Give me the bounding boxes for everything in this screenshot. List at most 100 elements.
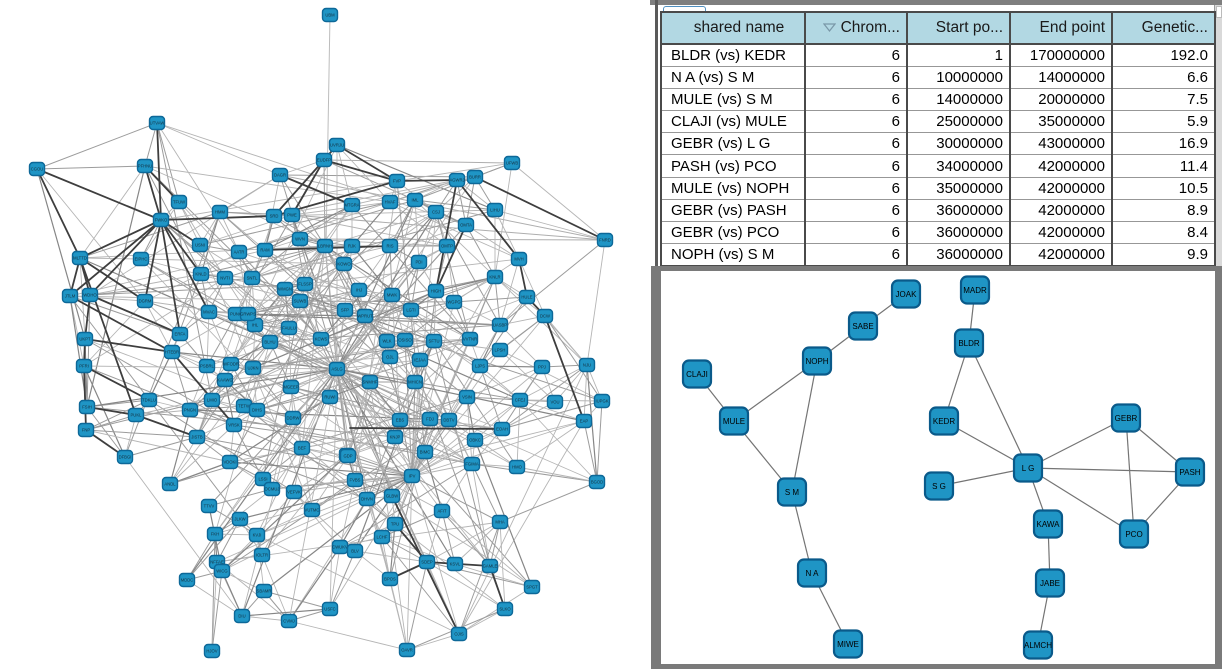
svg-text:OMTA: OMTA: [460, 223, 472, 228]
svg-text:KSVL: KSVL: [450, 562, 461, 567]
svg-text:FVBS: FVBS: [350, 478, 361, 483]
svg-text:BLDR: BLDR: [958, 339, 980, 348]
svg-text:LIHU: LIHU: [490, 208, 500, 213]
svg-text:JLKW: JLKW: [234, 517, 245, 522]
svg-text:OCMUJ: OCMUJ: [265, 487, 280, 492]
svg-text:FWKO: FWKO: [155, 218, 168, 223]
svg-text:PDI: PDI: [416, 260, 423, 265]
svg-text:SFTU: SFTU: [429, 339, 440, 344]
svg-text:MHA: MHA: [495, 520, 505, 525]
svg-text:MWK: MWK: [387, 293, 397, 298]
svg-text:IUPGK: IUPGK: [595, 399, 608, 404]
svg-text:PUNC: PUNC: [230, 312, 242, 317]
svg-text:TDKLU: TDKLU: [142, 398, 156, 403]
svg-text:LGTI: LGTI: [406, 308, 415, 313]
svg-text:SPGT: SPGT: [526, 585, 538, 590]
svg-text:WMGN: WMGN: [278, 287, 292, 292]
svg-text:SBAMR: SBAMR: [257, 589, 272, 594]
svg-text:MULE: MULE: [723, 417, 745, 426]
svg-text:TTVV: TTVV: [204, 504, 215, 509]
svg-text:OAVR: OAVR: [401, 648, 413, 653]
svg-text:BEF: BEF: [298, 446, 307, 451]
svg-text:IML: IML: [412, 198, 420, 203]
svg-text:SUWB: SUWB: [294, 299, 307, 304]
svg-text:CWUKV: CWUKV: [332, 545, 348, 550]
svg-text:IOLTR: IOLTR: [256, 553, 268, 558]
svg-text:PUKL: PUKL: [131, 413, 143, 418]
svg-text:LJPS: LJPS: [475, 364, 485, 369]
svg-text:BPOS: BPOS: [384, 577, 396, 582]
svg-text:ERFA: ERFA: [175, 332, 186, 337]
svg-text:HVAF: HVAF: [385, 200, 396, 205]
svg-text:VOU: VOU: [550, 400, 559, 405]
svg-text:LBRNH: LBRNH: [318, 244, 332, 249]
svg-text:UFWB: UFWB: [506, 161, 519, 166]
svg-text:CSJ: CSJ: [432, 210, 440, 215]
svg-text:MDDC: MDDC: [181, 578, 194, 583]
svg-text:IHL: IHL: [252, 323, 259, 328]
svg-text:OJL: OJL: [386, 355, 394, 360]
svg-text:GDP: GDP: [343, 454, 352, 459]
svg-text:KCWS: KCWS: [315, 337, 328, 342]
svg-text:EOAH: EOAH: [496, 427, 508, 432]
svg-text:VVTNR: VVTNR: [463, 337, 477, 342]
svg-text:PWE: PWE: [287, 213, 297, 218]
svg-text:RJK: RJK: [348, 244, 356, 249]
svg-text:CGOU: CGOU: [31, 167, 44, 172]
svg-text:DAGR: DAGR: [274, 173, 286, 178]
svg-text:PASH: PASH: [1179, 468, 1200, 477]
svg-text:BIMC: BIMC: [420, 450, 430, 455]
svg-text:CVMJ: CVMJ: [283, 619, 294, 624]
svg-text:JOAK: JOAK: [896, 290, 918, 299]
svg-text:UJKN: UJKN: [248, 366, 259, 371]
svg-text:SABE: SABE: [852, 322, 873, 331]
svg-text:USNI: USNI: [195, 243, 205, 248]
svg-text:LPSH: LPSH: [495, 348, 506, 353]
svg-text:DIU: DIU: [238, 614, 245, 619]
svg-text:MHICN: MHICN: [408, 380, 422, 385]
svg-text:UBM: UBM: [325, 13, 335, 18]
svg-text:SFP: SFP: [341, 308, 349, 313]
svg-text:GEBR: GEBR: [1115, 414, 1138, 423]
svg-text:BLHU: BLHU: [264, 340, 275, 345]
svg-text:MVH: MVH: [514, 257, 523, 262]
svg-text:MTGRA: MTGRA: [344, 203, 359, 208]
svg-text:UVRJU: UVRJU: [330, 143, 344, 148]
svg-text:DGRM: DGRM: [139, 299, 152, 304]
svg-text:HMM: HMM: [215, 210, 226, 215]
svg-text:WPRUT: WPRUT: [357, 314, 373, 319]
svg-text:TETW: TETW: [238, 404, 250, 409]
svg-text:ALMCH: ALMCH: [1024, 641, 1052, 650]
svg-text:HJOV: HJOV: [206, 649, 217, 654]
svg-text:PFHNU: PFHNU: [138, 164, 152, 169]
svg-text:HMO: HMO: [512, 465, 523, 470]
svg-text:IHJ: IHJ: [356, 288, 362, 293]
svg-text:LCHF: LCHF: [377, 535, 388, 540]
svg-text:S M: S M: [785, 488, 800, 497]
svg-text:CLAJI: CLAJI: [686, 370, 708, 379]
svg-text:PSBRL: PSBRL: [200, 364, 214, 369]
svg-text:KNLD: KNLD: [195, 272, 206, 277]
svg-text:KOWO: KOWO: [337, 262, 351, 267]
svg-text:FLSSP: FLSSP: [298, 282, 311, 287]
svg-text:GAMLE: GAMLE: [483, 564, 498, 569]
svg-text:WFODR: WFODR: [223, 362, 239, 367]
svg-text:GLBW: GLBW: [386, 494, 398, 499]
svg-text:HTEBR: HTEBR: [165, 350, 179, 355]
svg-text:JISTB: JISTB: [191, 435, 203, 440]
svg-text:RUWI: RUWI: [324, 395, 335, 400]
svg-text:FGIMA: FGIMA: [465, 462, 478, 467]
svg-text:EBS: EBS: [396, 418, 405, 423]
svg-text:KNJP: KNJP: [390, 435, 401, 440]
svg-text:MADR: MADR: [963, 286, 987, 295]
svg-text:WLK: WLK: [382, 339, 391, 344]
svg-text:MLTTD: MLTTD: [73, 256, 87, 261]
svg-text:OSISO: OSISO: [398, 338, 412, 343]
svg-text:DHVN: DHVN: [361, 497, 373, 502]
svg-text:FDJ: FDJ: [426, 417, 434, 422]
svg-text:FKH: FKH: [211, 532, 219, 537]
svg-text:DBTV: DBTV: [443, 418, 454, 423]
svg-text:KEDR: KEDR: [933, 417, 955, 426]
svg-text:WVN: WVN: [295, 237, 305, 242]
svg-text:JTLM: JTLM: [65, 294, 76, 299]
